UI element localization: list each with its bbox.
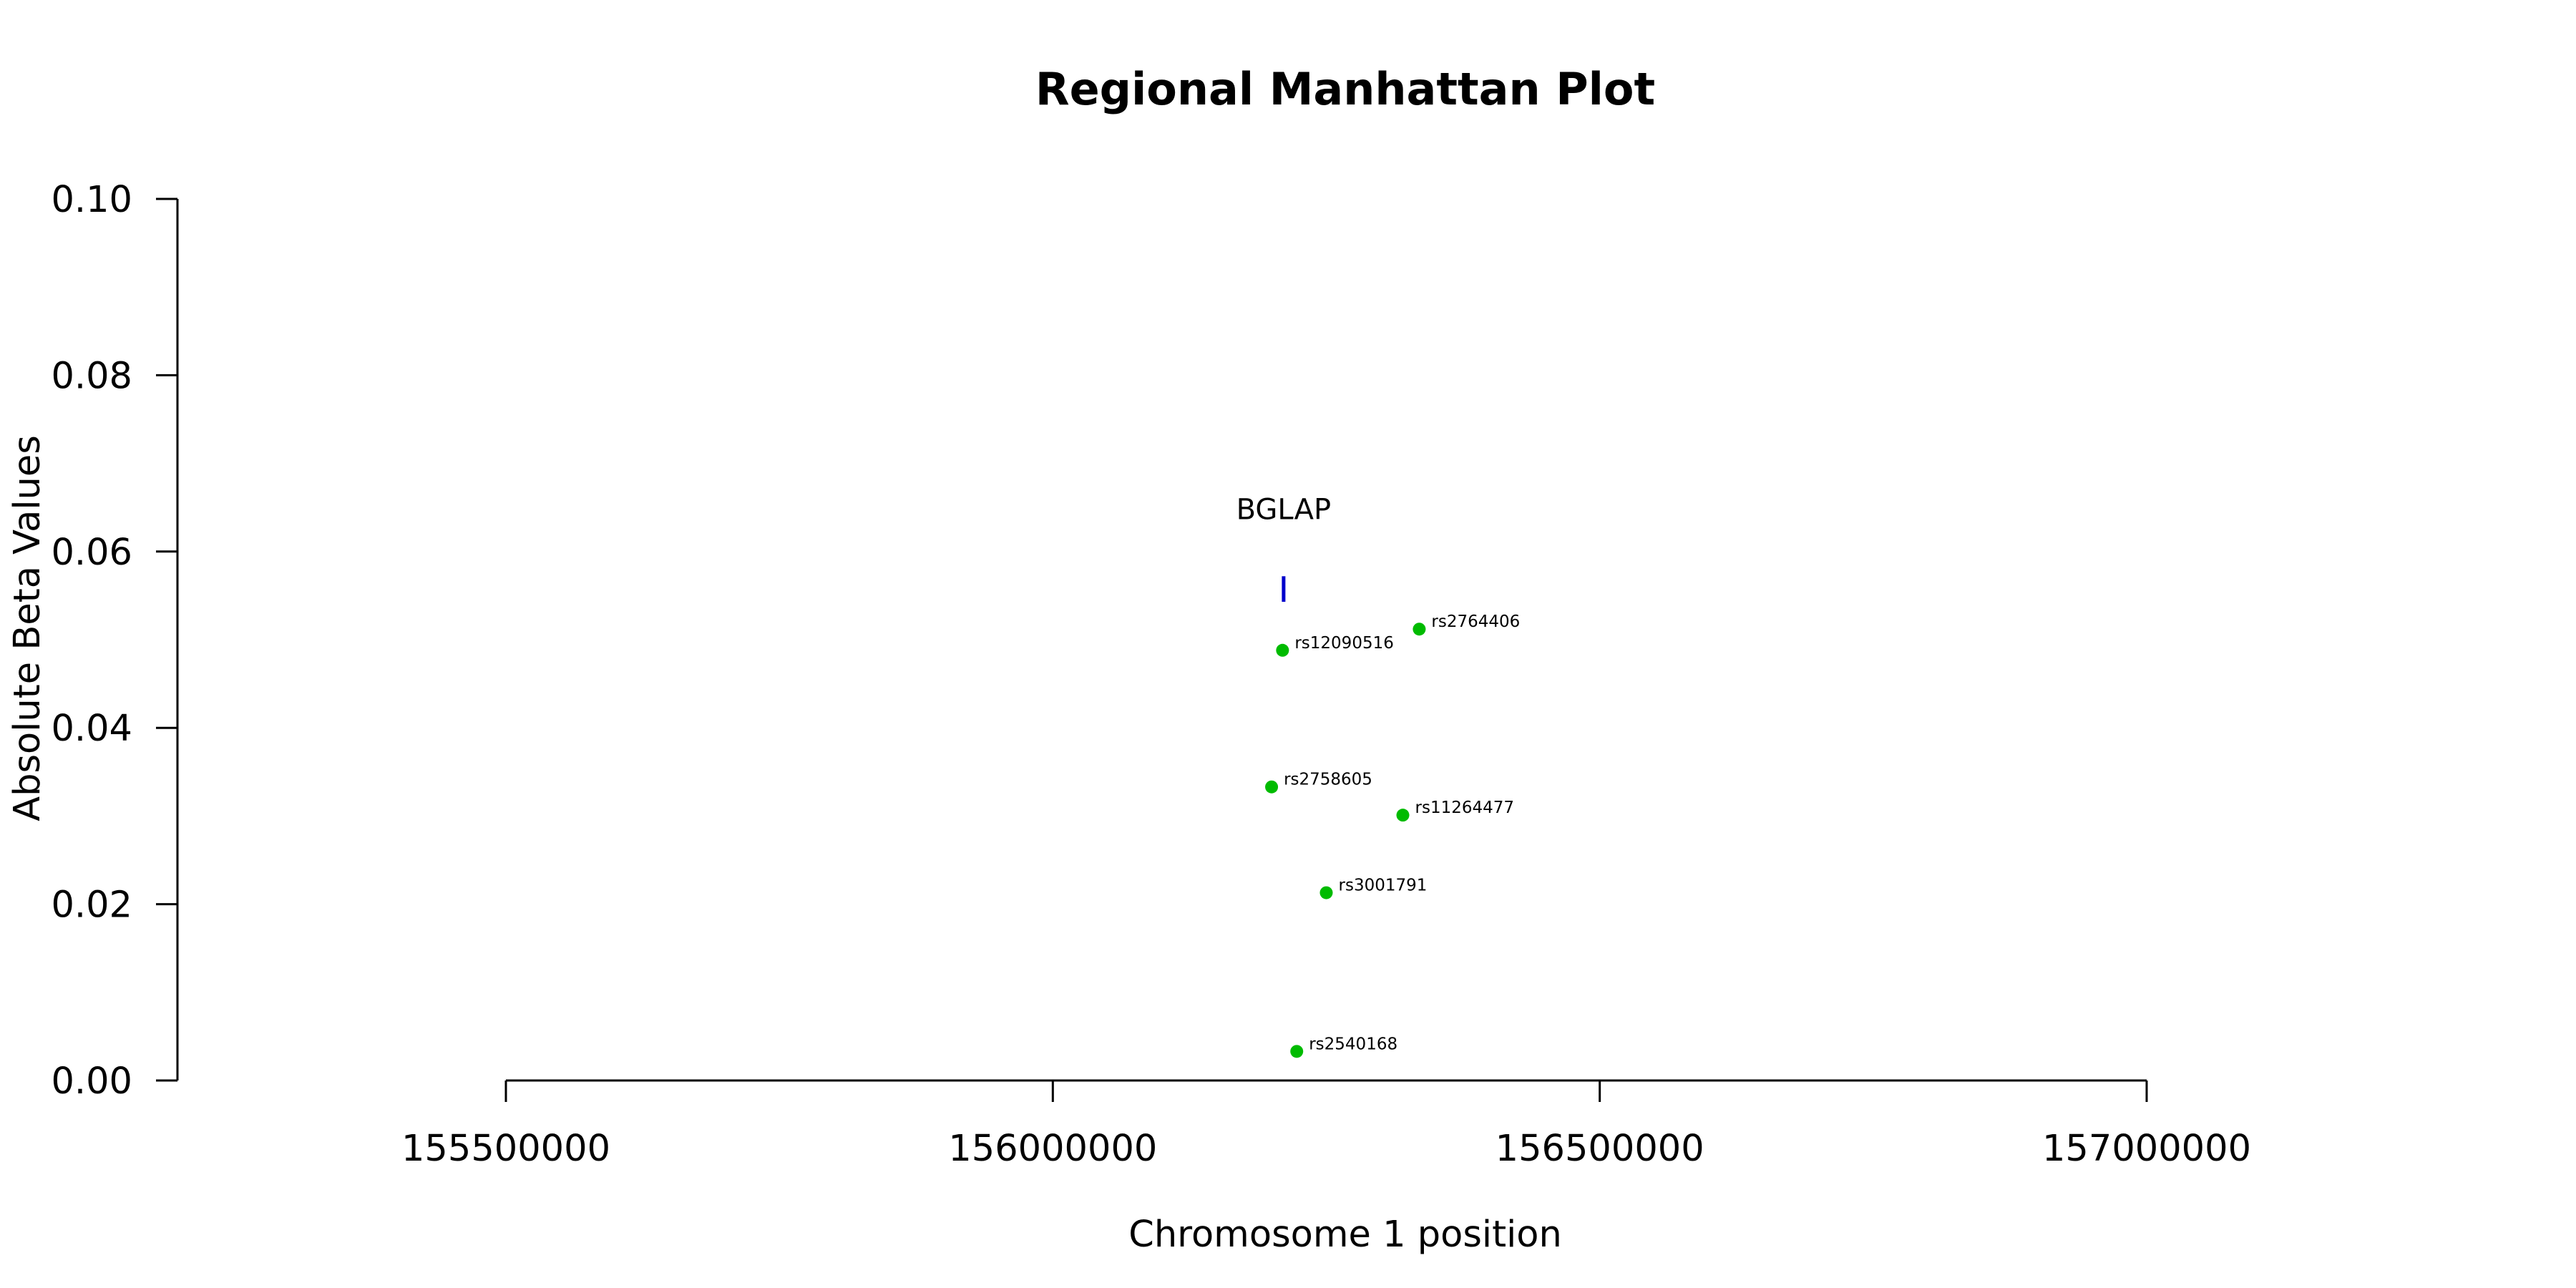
snp-label: rs11264477	[1415, 799, 1515, 817]
snp-point	[1413, 623, 1426, 636]
y-tick-label: 0.04	[51, 708, 132, 750]
chart-title: Regional Manhattan Plot	[1035, 63, 1655, 115]
y-tick-label: 0.06	[51, 532, 132, 574]
snp-point	[1396, 809, 1410, 822]
snp-label: rs12090516	[1294, 634, 1394, 653]
snp-label: rs2758605	[1284, 771, 1372, 789]
snp-point	[1265, 780, 1279, 794]
y-axis-title: Absolute Beta Values	[6, 435, 49, 821]
x-tick-label: 156500000	[1496, 1128, 1704, 1170]
y-tick-label: 0.02	[51, 884, 132, 927]
y-tick-label: 0.08	[51, 355, 132, 397]
x-axis: 155500000 156000000 156500000 157000000	[401, 1079, 2251, 1170]
snp-point	[1319, 886, 1333, 899]
x-tick-label: 156000000	[948, 1128, 1157, 1170]
x-tick-label: 157000000	[2042, 1128, 2251, 1170]
y-axis: 0.00 0.02 0.04 0.06 0.08 0.10	[51, 179, 179, 1103]
snp-point	[1276, 643, 1289, 657]
x-axis-title: Chromosome 1 position	[1128, 1214, 1562, 1256]
x-tick-label: 155500000	[401, 1128, 610, 1170]
snp-label: rs2764406	[1431, 613, 1520, 631]
snp-label: rs2540168	[1309, 1035, 1397, 1053]
snp-points: rs2764406 rs12090516 rs2758605 rs11264477 rs…	[1265, 613, 1520, 1058]
snp-point	[1290, 1045, 1304, 1058]
snp-label: rs3001791	[1339, 877, 1428, 895]
gene-markers: BGLAP	[1236, 493, 1331, 602]
y-tick-label: 0.00	[51, 1060, 132, 1103]
gene-label: BGLAP	[1236, 493, 1331, 526]
y-tick-label: 0.10	[51, 179, 132, 221]
